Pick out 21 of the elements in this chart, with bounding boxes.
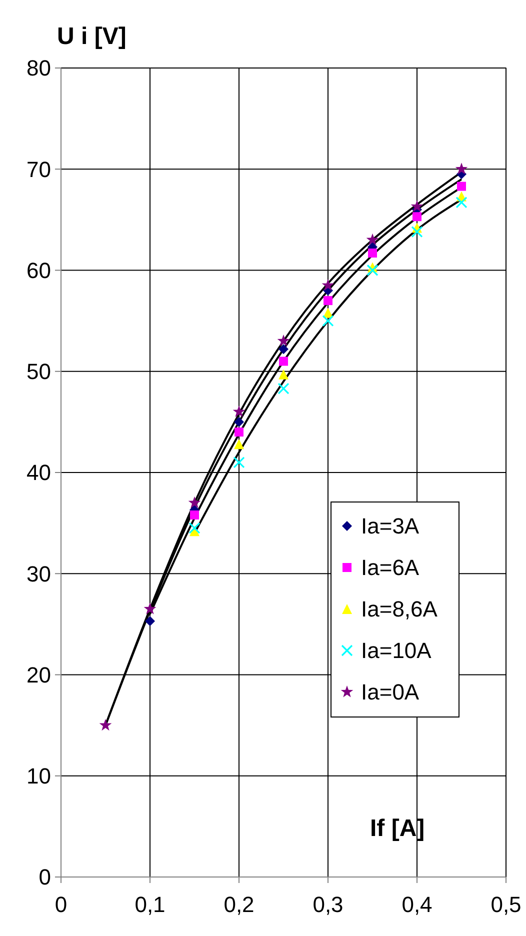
legend-label: Ia=8,6A [361,596,438,622]
y-axis-title: U i [V] [57,23,126,50]
legend-label: Ia=3A [361,514,420,539]
x-tick-label: 0 [54,892,68,917]
x-tick-label: 0,5 [490,892,522,917]
y-tick-label: 30 [26,561,51,586]
legend-label: Ia=6A [361,555,420,580]
x-tick-label: 0,2 [224,892,254,917]
x-tick-label: 0,1 [134,892,166,917]
y-tick-label: 0 [38,864,51,890]
y-tick-label: 40 [26,460,51,486]
y-tick-label: 50 [26,359,51,384]
y-tick-label: 60 [26,258,51,283]
x-tick-label: 0,4 [402,892,432,917]
legend-label: Ia=0A [361,680,420,705]
y-tick-label: 20 [26,662,51,688]
legend-label: Ia=10A [361,638,432,664]
y-tick-label: 70 [26,156,51,182]
x-tick-label: 0,3 [312,892,344,917]
y-tick-label: 80 [26,56,51,81]
y-tick-label: 10 [26,764,51,789]
